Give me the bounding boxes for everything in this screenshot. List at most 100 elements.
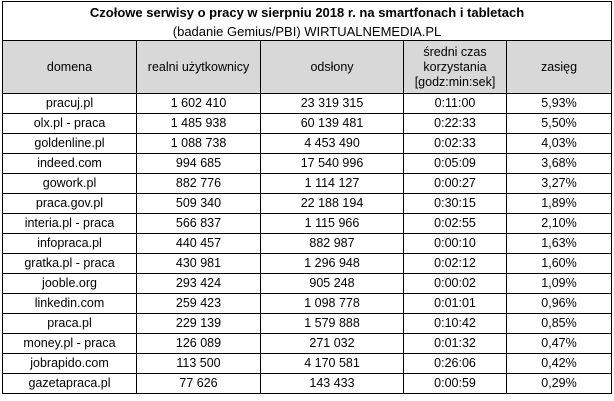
cell-users: 113 500: [136, 353, 261, 374]
cell-reach: 1,89%: [505, 193, 613, 214]
cell-domain: pracuj.pl: [2, 93, 137, 114]
header-time: średni czas korzystania [godz:min:sek]: [403, 40, 507, 94]
cell-reach: 0,47%: [505, 333, 613, 354]
cell-views: 1 114 127: [260, 173, 404, 194]
table-row: infopraca.pl 440 457 882 987 0:00:10 1,63%: [2, 233, 613, 254]
cell-time: 0:00:59: [403, 373, 507, 394]
cell-domain: jobrapido.com: [2, 353, 137, 374]
header-reach: zasięg: [505, 40, 613, 94]
cell-time: 0:11:00: [403, 93, 507, 114]
table-row: gazetapraca.pl 77 626 143 433 0:00:59 0,29%: [2, 373, 613, 394]
cell-time: 0:02:12: [403, 253, 507, 274]
cell-reach: 2,10%: [505, 213, 613, 234]
table-row: gratka.pl - praca 430 981 1 296 948 0:02:12…: [2, 253, 613, 274]
table-row: gowork.pl 882 776 1 114 127 0:00:27 3,27%: [2, 173, 613, 194]
table-row: interia.pl - praca 566 837 1 115 966 0:02:5…: [2, 213, 613, 234]
cell-reach: 3,27%: [505, 173, 613, 194]
cell-reach: 1,60%: [505, 253, 613, 274]
cell-domain: praca.pl: [2, 313, 137, 334]
cell-reach: 0,85%: [505, 313, 613, 334]
cell-users: 259 423: [136, 293, 261, 314]
cell-reach: 0,96%: [505, 293, 613, 314]
cell-users: 293 424: [136, 273, 261, 294]
cell-views: 17 540 996: [260, 153, 404, 174]
cell-time: 0:26:06: [403, 353, 507, 374]
cell-reach: 0,29%: [505, 373, 613, 394]
table-row: jobrapido.com 113 500 4 170 581 0:26:06 0,42…: [2, 353, 613, 374]
cell-views: 271 032: [260, 333, 404, 354]
cell-users: 430 981: [136, 253, 261, 274]
table-row: praca.pl 229 139 1 579 888 0:10:42 0,85%: [2, 313, 613, 334]
cell-time: 0:05:09: [403, 153, 507, 174]
cell-users: 1 602 410: [136, 93, 261, 114]
cell-users: 77 626: [136, 373, 261, 394]
cell-time: 0:30:15: [403, 193, 507, 214]
cell-domain: olx.pl - praca: [2, 113, 137, 134]
table-row: indeed.com 994 685 17 540 996 0:05:09 3,68%: [2, 153, 613, 174]
cell-time: 0:01:01: [403, 293, 507, 314]
cell-domain: interia.pl - praca: [2, 213, 137, 234]
cell-views: 143 433: [260, 373, 404, 394]
cell-domain: praca.gov.pl: [2, 193, 137, 214]
table-row: praca.gov.pl 509 340 22 188 194 0:30:15 1,89…: [2, 193, 613, 214]
header-time-line3: [godz:min:sek]: [414, 74, 496, 89]
table-row: jooble.org 293 424 905 248 0:00:02 1,09%: [2, 273, 613, 294]
header-domena: domena: [2, 40, 137, 94]
cell-views: 4 453 490: [260, 133, 404, 154]
table-container: Czołowe serwisy o pracy w sierpniu 2018 …: [1, 1, 613, 394]
cell-users: 440 457: [136, 233, 261, 254]
cell-time: 0:10:42: [403, 313, 507, 334]
cell-time: 0:00:02: [403, 273, 507, 294]
cell-users: 566 837: [136, 213, 261, 234]
table-row: pracuj.pl 1 602 410 23 319 315 0:11:00 5,93%: [2, 93, 613, 114]
table-row: olx.pl - praca 1 485 938 60 139 481 0:22:33…: [2, 113, 613, 134]
table-subtitle: (badanie Gemius/PBI) WIRTUALNEMEDIA.PL: [1, 22, 613, 41]
cell-time: 0:01:32: [403, 333, 507, 354]
cell-reach: 3,68%: [505, 153, 613, 174]
stats-table: Czołowe serwisy o pracy w sierpniu 2018 …: [1, 1, 613, 394]
cell-users: 1 485 938: [136, 113, 261, 134]
cell-time: 0:02:55: [403, 213, 507, 234]
cell-domain: indeed.com: [2, 153, 137, 174]
cell-views: 60 139 481: [260, 113, 404, 134]
cell-time: 0:22:33: [403, 113, 507, 134]
header-views: odsłony: [260, 40, 404, 94]
cell-domain: goldenline.pl: [2, 133, 137, 154]
table-title: Czołowe serwisy o pracy w sierpniu 2018 …: [1, 1, 613, 22]
cell-views: 1 115 966: [260, 213, 404, 234]
cell-views: 1 098 778: [260, 293, 404, 314]
table-row: goldenline.pl 1 088 738 4 453 490 0:02:33 4,…: [2, 133, 613, 154]
cell-domain: gazetapraca.pl: [2, 373, 137, 394]
table-row: linkedin.com 259 423 1 098 778 0:01:01 0,96%: [2, 293, 613, 314]
cell-domain: linkedin.com: [2, 293, 137, 314]
subtitle-row: (badanie Gemius/PBI) WIRTUALNEMEDIA.PL: [1, 22, 613, 41]
cell-time: 0:00:27: [403, 173, 507, 194]
cell-users: 1 088 738: [136, 133, 261, 154]
header-users: realni użytkownicy: [136, 40, 261, 94]
cell-domain: jooble.org: [2, 273, 137, 294]
table-row: money.pl - praca 126 089 271 032 0:01:32 0,4…: [2, 333, 613, 354]
cell-domain: gowork.pl: [2, 173, 137, 194]
cell-users: 126 089: [136, 333, 261, 354]
cell-views: 905 248: [260, 273, 404, 294]
cell-reach: 5,93%: [505, 93, 613, 114]
cell-users: 509 340: [136, 193, 261, 214]
cell-views: 882 987: [260, 233, 404, 254]
cell-views: 4 170 581: [260, 353, 404, 374]
cell-views: 22 188 194: [260, 193, 404, 214]
cell-domain: gratka.pl - praca: [2, 253, 137, 274]
cell-domain: infopraca.pl: [2, 233, 137, 254]
header-row: domena realni użytkownicy odsłony średni…: [2, 40, 613, 94]
cell-views: 1 579 888: [260, 313, 404, 334]
title-row: Czołowe serwisy o pracy w sierpniu 2018 …: [1, 1, 613, 22]
cell-domain: money.pl - praca: [2, 333, 137, 354]
cell-views: 1 296 948: [260, 253, 404, 274]
cell-reach: 5,50%: [505, 113, 613, 134]
header-time-line1: średni czas: [423, 44, 487, 59]
cell-users: 229 139: [136, 313, 261, 334]
cell-time: 0:02:33: [403, 133, 507, 154]
cell-users: 994 685: [136, 153, 261, 174]
cell-views: 23 319 315: [260, 93, 404, 114]
cell-time: 0:00:10: [403, 233, 507, 254]
cell-reach: 1,63%: [505, 233, 613, 254]
